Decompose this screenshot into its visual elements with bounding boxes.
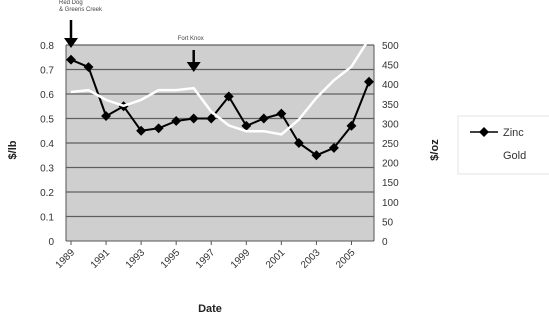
y-tick-label-right: 300	[382, 119, 399, 130]
legend-zinc-label: Zinc	[503, 127, 524, 139]
annotations: Red Dog & Greens Creek Fort Knox	[59, 0, 204, 72]
y-tick-label-left: 0.1	[40, 213, 54, 224]
series-line-gold	[70, 38, 371, 136]
y-tick-label-left: 0.7	[40, 66, 54, 77]
x-tick-label: 2005	[334, 247, 358, 271]
y-tick-label-right: 450	[382, 61, 399, 72]
y-tick-label-right: 400	[382, 80, 399, 91]
x-tick-label: 1991	[89, 247, 113, 271]
x-tick-labels: 1989 1991 1993 1995 1997 1999 2001 2003 2005	[54, 241, 358, 271]
data-point-zinc	[206, 113, 217, 124]
right-tick-labels: 0 50 100 150 200 250 300 350 400 450 500	[382, 41, 399, 248]
y-tick-label-right: 0	[382, 237, 388, 248]
x-tick-label: 1999	[229, 247, 253, 271]
data-point-zinc	[311, 150, 322, 161]
x-tick-label: 1993	[124, 247, 148, 271]
y-tick-label-right: 500	[382, 41, 399, 52]
data-point-zinc	[223, 91, 234, 102]
legend: Zinc Gold	[457, 115, 549, 175]
annotation-arrow-head	[186, 62, 201, 72]
gridlines	[66, 44, 374, 218]
data-point-zinc	[101, 111, 112, 121]
y-tick-label-right: 50	[382, 217, 394, 228]
y-tick-label-right: 350	[382, 100, 399, 111]
y-axis-title-left: $/lb	[7, 140, 19, 159]
y-tick-label-right: 200	[382, 159, 399, 170]
data-point-zinc	[136, 125, 147, 136]
y-tick-label-left: 0.4	[40, 139, 54, 150]
data-point-zinc	[188, 113, 199, 124]
data-point-zinc	[328, 142, 339, 153]
x-tick-label: 2003	[299, 247, 323, 271]
y-tick-label-left: 0	[48, 237, 54, 248]
y-tick-label-left: 0.8	[40, 41, 54, 52]
legend-box	[457, 115, 549, 175]
y-tick-label-right: 150	[382, 178, 399, 189]
y-tick-label-left: 0.6	[40, 90, 54, 101]
x-tick-label: 1989	[54, 247, 78, 271]
annotation-label: Red Dog & Greens Creek	[59, 0, 103, 13]
y-tick-label-left: 0.2	[40, 188, 54, 199]
y-tick-label-right: 100	[382, 198, 399, 209]
y-tick-label-left: 0.5	[40, 115, 54, 126]
data-point-zinc	[241, 120, 252, 131]
legend-zinc-marker	[479, 127, 489, 137]
left-tick-labels: 0 0.1 0.2 0.3 0.4 0.5 0.6 0.7 0.8	[40, 41, 54, 248]
y-axis-title-right: $/oz	[429, 139, 441, 161]
y-tick-label-left: 0.3	[40, 164, 54, 175]
x-axis-title: Date	[198, 303, 222, 315]
annotation-arrow-head	[64, 38, 78, 48]
x-tick-label: 1997	[194, 247, 218, 271]
data-point-zinc	[293, 138, 304, 148]
annotation-label: Fort Knox	[178, 36, 204, 42]
data-point-zinc	[171, 116, 182, 126]
data-point-zinc	[83, 62, 94, 72]
y-tick-label-right: 250	[382, 139, 399, 150]
x-tick-label: 2001	[264, 247, 288, 271]
data-point-zinc	[66, 54, 76, 65]
x-tick-label: 1995	[159, 247, 183, 271]
data-point-zinc	[153, 123, 164, 134]
legend-gold-label: Gold	[503, 150, 526, 162]
